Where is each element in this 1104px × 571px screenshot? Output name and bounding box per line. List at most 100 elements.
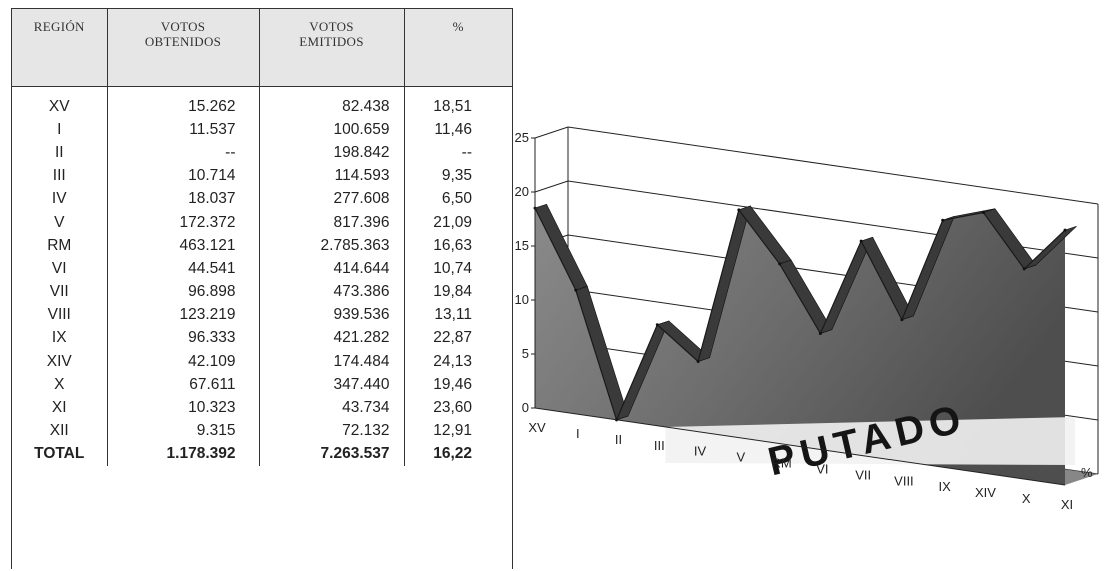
- cell-votos-emitidos: 72.132: [259, 419, 405, 443]
- cell-region: VI: [12, 257, 108, 281]
- area-front-face: [535, 208, 1065, 486]
- x-tick-label: VII: [855, 467, 871, 482]
- x-tick-label: VIII: [894, 473, 914, 488]
- cell-votos-obtenidos: 42.109: [107, 350, 260, 374]
- cell-votos-emitidos: 277.608: [259, 187, 405, 211]
- cell-votos-emitidos: 347.440: [259, 373, 405, 397]
- data-point-IX: [941, 218, 945, 222]
- y-tick-label: 5: [522, 346, 529, 361]
- cell-votos-obtenidos: 96.898: [107, 280, 260, 304]
- banner: [665, 417, 1075, 465]
- data-point-III: [655, 323, 659, 327]
- x-tick-label: IV: [694, 444, 707, 459]
- table-row: XII 9.315 72.132 12,91: [12, 419, 512, 443]
- cell-votos-obtenidos: 10.323: [107, 396, 260, 420]
- total-cell-region: TOTAL: [12, 442, 108, 466]
- data-point-IV: [696, 359, 700, 363]
- x-tick-label: XI: [1061, 497, 1073, 512]
- depth-axis-label: %: [1081, 465, 1093, 480]
- table-row: VI 44.541 414.644 10,74: [12, 257, 512, 281]
- table-row: I 11.537 100.659 11,46: [12, 118, 512, 142]
- cell-percent: 18,51: [433, 97, 472, 115]
- cell-region: XV: [12, 86, 108, 119]
- header-votos-emitidos: VOTOS EMITIDOS: [259, 9, 405, 87]
- gridline: [567, 126, 1099, 205]
- table-row: II -- 198.842 --: [12, 141, 512, 165]
- table-row: XIV 42.109 174.484 24,13: [12, 350, 512, 374]
- cell-percent: 13,11: [434, 306, 472, 324]
- cell-percent: 22,87: [433, 329, 472, 347]
- total-row: TOTAL 1.178.392 7.263.537 16,22: [12, 442, 512, 466]
- cell-votos-emitidos: 43.734: [259, 396, 405, 420]
- total-cell-percent: 16,22: [433, 445, 472, 463]
- data-point-I: [574, 288, 578, 292]
- header-votos-obtenidos: VOTOS OBTENIDOS: [107, 9, 260, 87]
- cell-percent: 10,74: [433, 259, 472, 277]
- table-row: VII 96.898 473.386 19,84: [12, 280, 512, 304]
- cell-region: IX: [12, 326, 108, 351]
- cell-region: IV: [12, 187, 108, 211]
- data-point-VI: [818, 331, 822, 335]
- header-region: REGIÓN: [12, 9, 108, 87]
- cell-percent: 11,46: [434, 120, 472, 138]
- cell-region: II: [12, 141, 108, 165]
- x-tick-label: III: [654, 438, 665, 453]
- cell-percent: 9,35: [441, 167, 472, 185]
- x-axis-line: [534, 407, 1066, 486]
- x-tick-label: VI: [816, 461, 828, 476]
- x-tick-label: XIV: [975, 485, 996, 500]
- x-tick-label: XV: [528, 420, 546, 435]
- data-point-VIII: [900, 318, 904, 322]
- cell-votos-obtenidos: 172.372: [107, 210, 260, 235]
- cell-votos-obtenidos: 11.537: [107, 118, 260, 142]
- table-row: XV 15.262 82.438 18,51: [12, 86, 512, 119]
- cell-votos-obtenidos: 96.333: [107, 326, 260, 351]
- cell-votos-obtenidos: --: [107, 141, 260, 165]
- cell-region: V: [12, 210, 108, 235]
- y-tick-label: 15: [515, 238, 529, 253]
- series-line: [534, 207, 1066, 422]
- x-tick-label: V: [737, 450, 746, 465]
- cell-votos-emitidos: 421.282: [259, 326, 405, 351]
- cell-votos-emitidos: 174.484: [259, 350, 405, 374]
- cell-votos-obtenidos: 9.315: [107, 419, 260, 443]
- table-row: III 10.714 114.593 9,35: [12, 164, 512, 188]
- cell-percent: 12,91: [433, 422, 472, 440]
- cell-percent: 23,60: [433, 399, 472, 417]
- cell-region: XI: [12, 396, 108, 420]
- cell-percent: 6,50: [441, 190, 472, 208]
- cell-percent: 24,13: [433, 352, 472, 370]
- results-table: REGIÓN VOTOS OBTENIDOS VOTOS EMITIDOS % XV…: [11, 8, 513, 569]
- data-point-XI: [1063, 228, 1067, 232]
- gridline-side: [534, 180, 569, 193]
- cell-votos-obtenidos: 44.541: [107, 257, 260, 281]
- header-row: REGIÓN VOTOS OBTENIDOS VOTOS EMITIDOS %: [12, 9, 512, 87]
- cell-votos-emitidos: 817.396: [259, 210, 405, 235]
- y-tick-label: 10: [515, 292, 529, 307]
- cell-region: III: [12, 164, 108, 188]
- cell-votos-emitidos: 473.386: [259, 280, 405, 304]
- cell-votos-emitidos: 114.593: [259, 164, 405, 188]
- cell-percent: --: [461, 143, 472, 161]
- x-tick-label: IX: [939, 479, 952, 494]
- cell-region: XIV: [12, 350, 108, 374]
- table-row: VIII 123.219 939.536 13,11: [12, 303, 512, 327]
- table-row: RM 463.121 2.785.363 16,63: [12, 234, 512, 258]
- cell-votos-emitidos: 414.644: [259, 257, 405, 281]
- table-row: IV 18.037 277.608 6,50: [12, 187, 512, 211]
- table-row: XI 10.323 43.734 23,60: [12, 396, 512, 420]
- y-tick-label: 25: [515, 130, 529, 145]
- cell-percent: 19,84: [433, 283, 472, 301]
- total-cell-votos-emitidos: 7.263.537: [259, 442, 405, 466]
- table-row: IX 96.333 421.282 22,87: [12, 326, 512, 351]
- data-point-X: [1022, 267, 1026, 271]
- cell-region: VII: [12, 280, 108, 304]
- data-point-XIV: [981, 211, 985, 215]
- x-tick-label: X: [1022, 491, 1031, 506]
- cell-region: VIII: [12, 303, 108, 327]
- cell-votos-obtenidos: 18.037: [107, 187, 260, 211]
- x-tick-label: II: [615, 432, 622, 447]
- cell-votos-obtenidos: 67.611: [107, 373, 260, 397]
- cell-votos-obtenidos: 15.262: [107, 86, 260, 119]
